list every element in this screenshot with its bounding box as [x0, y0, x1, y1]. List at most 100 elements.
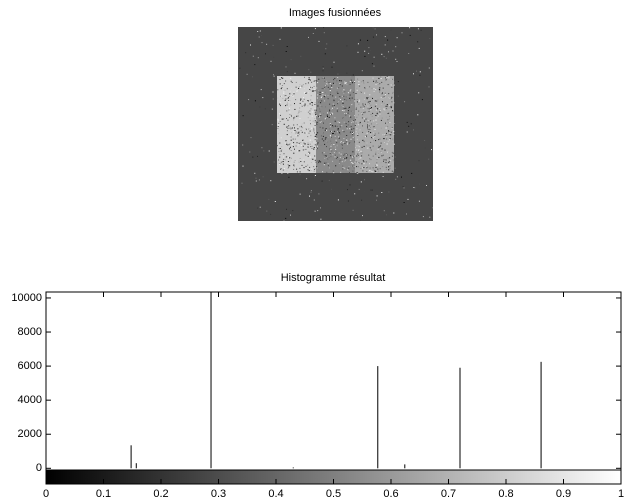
- noise-pixel: [289, 108, 290, 109]
- noise-pixel: [337, 74, 338, 75]
- noise-pixel: [337, 109, 338, 110]
- noise-pixel: [281, 77, 282, 78]
- noise-pixel: [313, 130, 314, 131]
- noise-pixel: [347, 142, 348, 143]
- x-tick-label: 0.2: [153, 488, 168, 500]
- noise-pixel: [346, 96, 347, 97]
- noise-pixel: [290, 135, 291, 136]
- noise-pixel: [362, 215, 363, 216]
- noise-pixel: [372, 88, 373, 89]
- noise-pixel: [344, 108, 345, 109]
- noise-pixel: [312, 146, 313, 147]
- noise-pixel: [340, 160, 341, 161]
- noise-pixel: [362, 150, 363, 151]
- noise-pixel: [348, 121, 349, 122]
- noise-pixel: [279, 130, 280, 131]
- noise-pixel: [314, 86, 315, 87]
- noise-pixel: [315, 125, 316, 126]
- noise-pixel: [331, 189, 332, 190]
- noise-pixel: [343, 103, 344, 104]
- noise-pixel: [350, 89, 351, 90]
- noise-pixel: [331, 150, 332, 151]
- noise-pixel: [388, 192, 389, 193]
- noise-pixel: [269, 151, 270, 152]
- noise-pixel: [391, 97, 392, 98]
- noise-pixel: [382, 119, 383, 120]
- noise-pixel: [334, 78, 335, 79]
- noise-pixel: [408, 53, 409, 54]
- noise-pixel: [311, 82, 312, 83]
- noise-pixel: [257, 156, 258, 157]
- noise-pixel: [330, 135, 331, 136]
- noise-pixel: [315, 168, 316, 169]
- noise-pixel: [393, 84, 394, 85]
- noise-pixel: [277, 89, 278, 90]
- noise-pixel: [327, 158, 328, 159]
- noise-pixel: [375, 129, 376, 130]
- noise-pixel: [336, 142, 337, 143]
- noise-pixel: [384, 103, 385, 104]
- noise-pixel: [364, 141, 365, 142]
- noise-pixel: [328, 137, 329, 138]
- noise-pixel: [363, 108, 364, 109]
- noise-pixel: [350, 90, 351, 91]
- noise-pixel: [347, 144, 348, 145]
- noise-pixel: [323, 136, 324, 137]
- noise-pixel: [322, 152, 323, 153]
- noise-pixel: [335, 121, 336, 122]
- noise-pixel: [364, 118, 365, 119]
- noise-pixel: [397, 61, 398, 62]
- x-tick-label: 1: [618, 488, 624, 500]
- noise-pixel: [338, 137, 339, 138]
- noise-pixel: [312, 105, 313, 106]
- noise-pixel: [385, 77, 386, 78]
- noise-pixel: [351, 139, 352, 140]
- noise-pixel: [310, 135, 311, 136]
- noise-pixel: [289, 165, 290, 166]
- noise-pixel: [378, 78, 379, 79]
- noise-pixel: [381, 162, 382, 163]
- noise-pixel: [388, 164, 389, 165]
- noise-pixel: [296, 132, 297, 133]
- noise-pixel: [386, 108, 387, 109]
- noise-pixel: [377, 195, 378, 196]
- noise-pixel: [278, 148, 279, 149]
- noise-pixel: [329, 117, 330, 118]
- noise-pixel: [386, 162, 387, 163]
- noise-pixel: [390, 138, 391, 139]
- noise-pixel: [327, 116, 328, 117]
- noise-pixel: [317, 132, 318, 133]
- noise-pixel: [319, 102, 320, 103]
- noise-pixel: [344, 82, 345, 83]
- noise-pixel: [354, 167, 355, 168]
- noise-pixel: [348, 124, 349, 125]
- noise-pixel: [301, 127, 302, 128]
- noise-pixel: [324, 158, 325, 159]
- noise-pixel: [299, 168, 300, 169]
- x-tick-label: 0.6: [383, 488, 398, 500]
- noise-pixel: [383, 161, 384, 162]
- noise-pixel: [316, 134, 317, 135]
- noise-pixel: [361, 181, 362, 182]
- noise-pixel: [294, 149, 295, 150]
- noise-pixel: [314, 89, 315, 90]
- noise-pixel: [429, 217, 430, 218]
- noise-pixel: [300, 87, 301, 88]
- noise-pixel: [354, 115, 355, 116]
- noise-pixel: [326, 146, 327, 147]
- noise-pixel: [291, 135, 292, 136]
- noise-pixel: [351, 111, 352, 112]
- noise-pixel: [308, 156, 309, 157]
- noise-pixel: [262, 42, 263, 43]
- noise-pixel: [288, 125, 289, 126]
- noise-pixel: [287, 98, 288, 99]
- noise-pixel: [319, 161, 320, 162]
- noise-pixel: [281, 85, 282, 86]
- noise-pixel: [313, 129, 314, 130]
- noise-pixel: [289, 157, 290, 158]
- noise-pixel: [391, 79, 392, 80]
- noise-pixel: [298, 88, 299, 89]
- noise-pixel: [296, 82, 297, 83]
- noise-pixel: [337, 111, 338, 112]
- noise-pixel: [376, 84, 377, 85]
